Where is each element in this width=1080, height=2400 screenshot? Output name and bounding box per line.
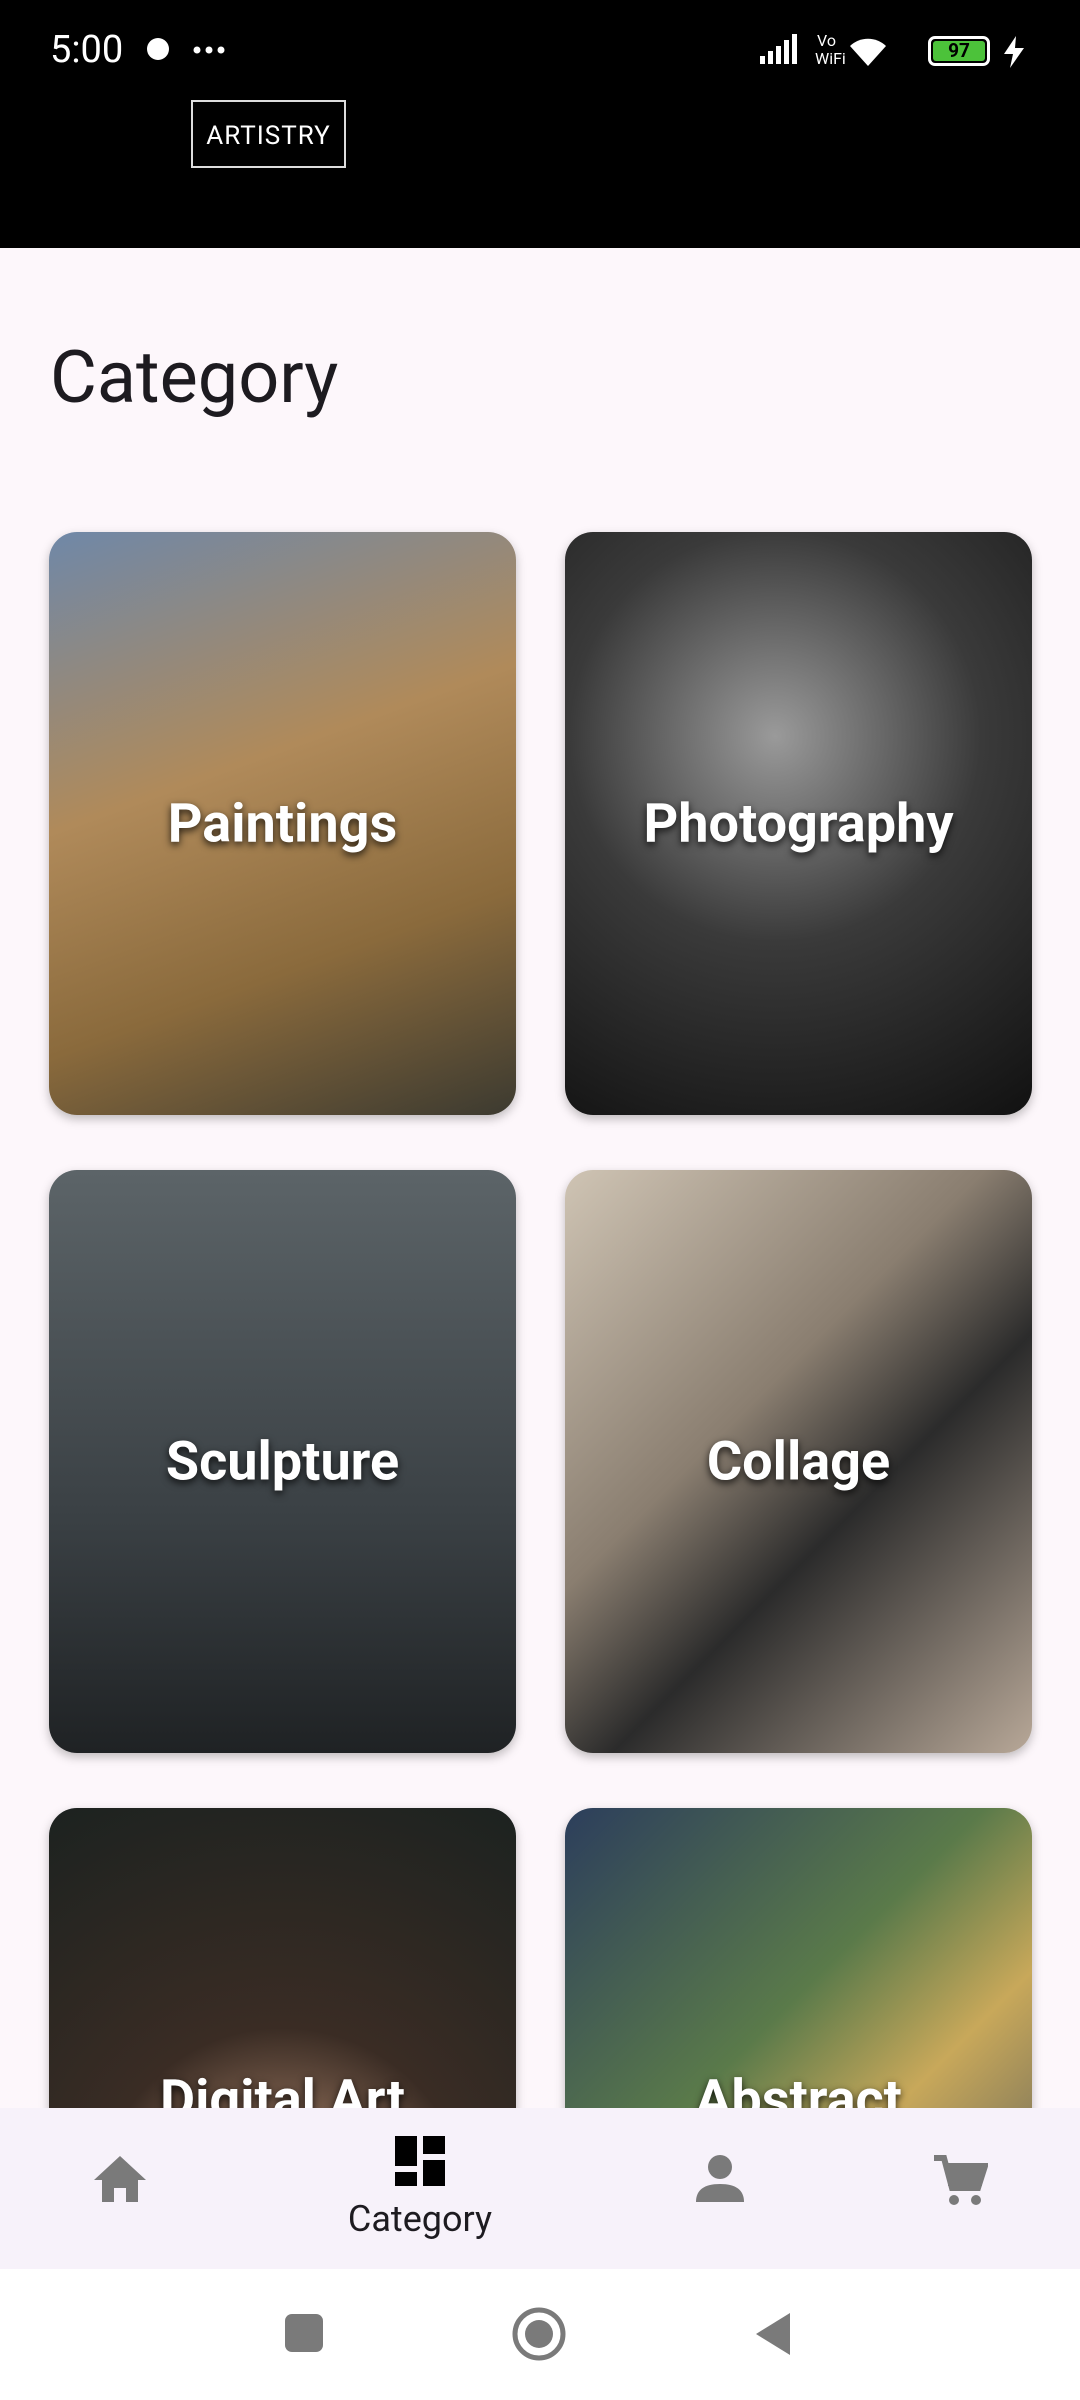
logo[interactable]: ARTISTRY bbox=[191, 100, 346, 168]
system-nav bbox=[0, 2269, 1080, 2400]
home-button[interactable] bbox=[510, 2305, 568, 2363]
status-time: 5:00 bbox=[50, 28, 124, 72]
category-card[interactable]: Paintings bbox=[49, 532, 516, 1115]
cart-icon[interactable] bbox=[932, 2154, 988, 2210]
home-icon[interactable] bbox=[92, 2154, 148, 2204]
category-card[interactable]: Photography bbox=[565, 532, 1032, 1115]
category-label: Sculpture bbox=[165, 1430, 400, 1493]
svg-text:WiFi: WiFi bbox=[815, 49, 846, 68]
recents-button[interactable] bbox=[280, 2309, 330, 2359]
app-header: 5:00 Vo WiFi 97 ARTISTRY bbox=[0, 0, 1080, 248]
category-icon[interactable] bbox=[393, 2134, 447, 2188]
bottom-nav: Category bbox=[0, 2108, 1080, 2269]
svg-text:Vo: Vo bbox=[817, 31, 836, 50]
category-card[interactable]: Sculpture bbox=[49, 1170, 516, 1753]
nav-label[interactable]: Category bbox=[347, 2198, 493, 2240]
category-label: Photography bbox=[643, 792, 954, 855]
battery-level: 97 bbox=[933, 41, 985, 61]
category-label: Paintings bbox=[167, 792, 398, 855]
battery: 97 bbox=[928, 36, 990, 66]
category-card[interactable]: Collage bbox=[565, 1170, 1032, 1753]
charging-icon bbox=[1004, 36, 1024, 68]
back-button[interactable] bbox=[750, 2309, 800, 2359]
category-label: Collage bbox=[706, 1430, 891, 1493]
status-icons bbox=[147, 38, 225, 60]
profile-icon[interactable] bbox=[694, 2154, 746, 2204]
page-title: Category bbox=[50, 335, 339, 420]
